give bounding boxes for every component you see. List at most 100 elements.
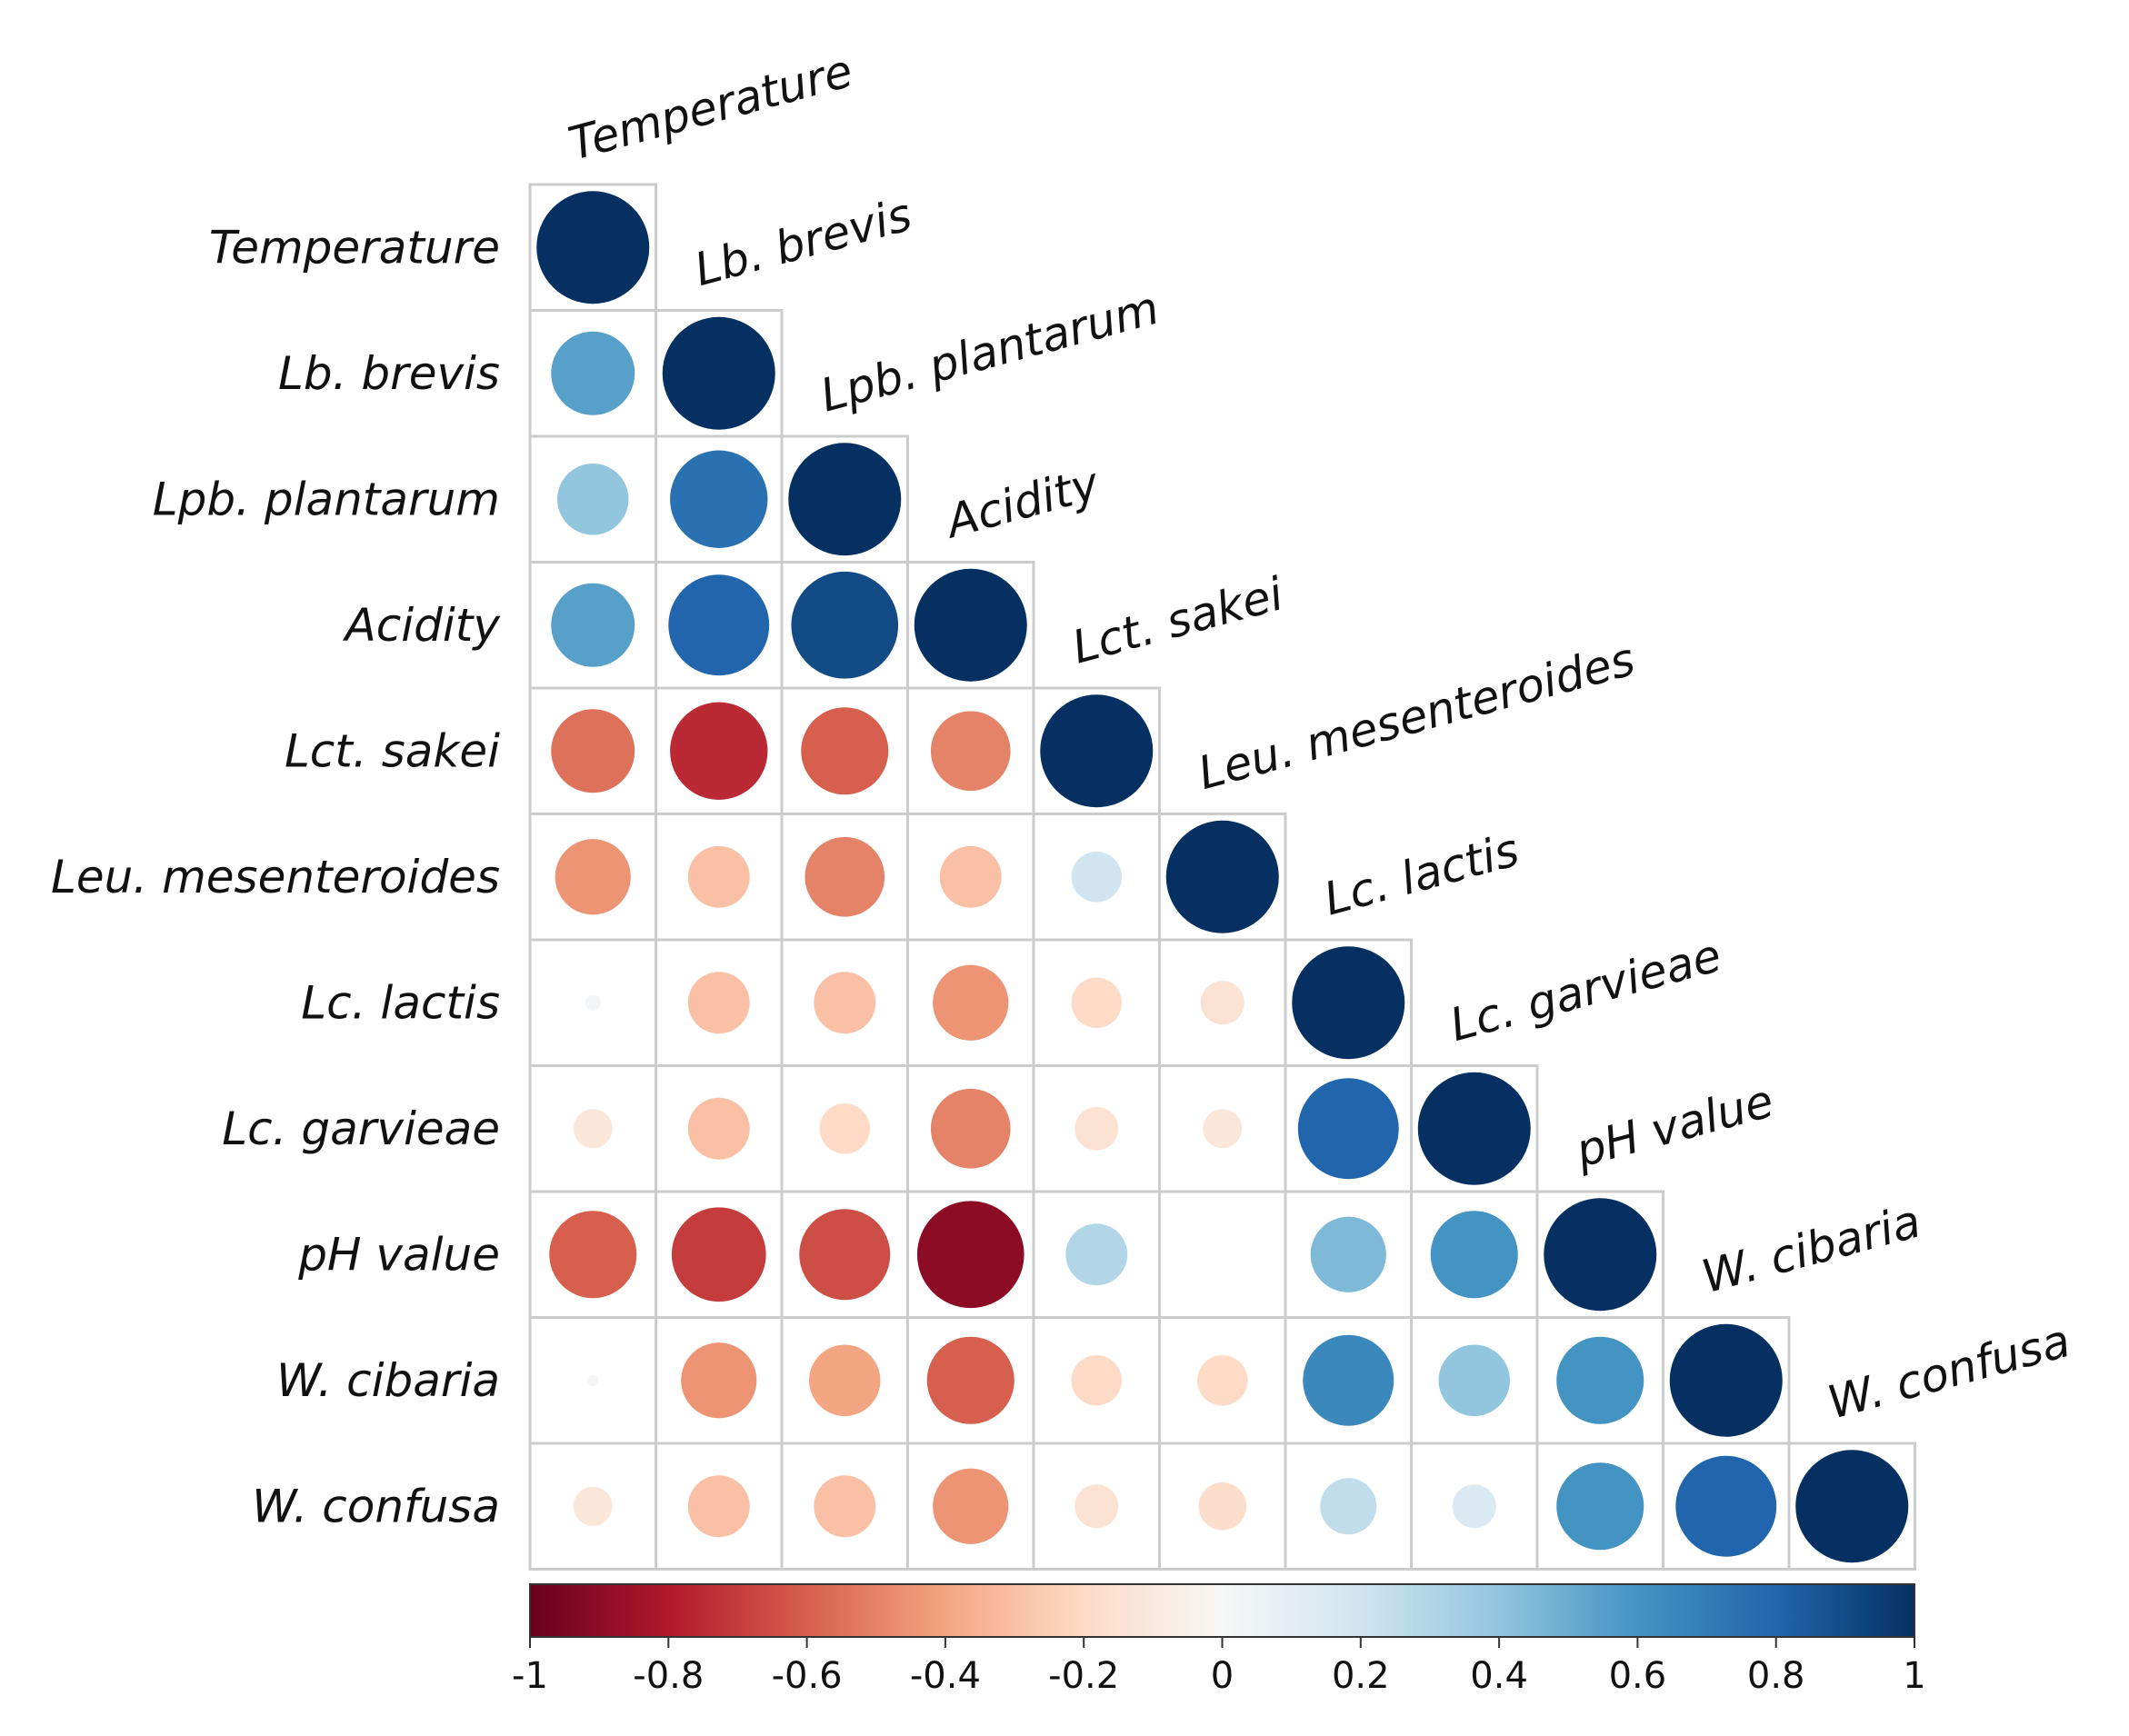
colorbar-tick-label: 0.2 xyxy=(1332,1655,1390,1697)
col-label-lc-lactis: Lc. lactis xyxy=(1319,823,1524,926)
corr-circle-ph-value-lc-lactis xyxy=(1310,1216,1386,1292)
colorbar-tick-label: 0.6 xyxy=(1609,1655,1667,1697)
corr-circle-w-cibaria-lb-brevis xyxy=(681,1342,757,1419)
corr-circle-lc-garvieae-leu-mesenteroides xyxy=(1203,1109,1243,1149)
colorbar-tick-label: -0.6 xyxy=(772,1655,843,1697)
col-label-w-confusa: W. confusa xyxy=(1823,1314,2076,1430)
corr-circle-lpb-plantarum-lpb-plantarum xyxy=(788,443,902,556)
corr-circle-ph-value-ph-value xyxy=(1544,1198,1657,1312)
col-label-w-cibaria: W. cibaria xyxy=(1696,1194,1926,1303)
col-label-ph-value: pH value xyxy=(1570,1074,1779,1178)
corr-circle-lc-lactis-lct-sakei xyxy=(1071,977,1122,1028)
corr-circle-w-confusa-acidity xyxy=(933,1468,1009,1544)
corr-circle-w-cibaria-ph-value xyxy=(1556,1336,1644,1424)
colorbar-tick-label: 0 xyxy=(1211,1655,1234,1697)
corr-circle-lb-brevis-lb-brevis xyxy=(662,316,775,430)
corr-circle-lc-lactis-lb-brevis xyxy=(687,972,750,1034)
corr-circle-w-confusa-w-confusa xyxy=(1795,1450,1909,1563)
row-label-w-confusa: W. confusa xyxy=(252,1480,500,1532)
corr-circle-ph-value-temperature xyxy=(549,1211,637,1299)
corr-circle-w-cibaria-acidity xyxy=(926,1336,1015,1424)
corr-circle-w-cibaria-w-cibaria xyxy=(1669,1323,1783,1437)
corr-circle-lc-garvieae-temperature xyxy=(573,1109,613,1149)
corr-circle-ph-value-lct-sakei xyxy=(1065,1223,1128,1286)
corr-circle-ph-value-acidity xyxy=(916,1201,1025,1309)
corr-circle-w-confusa-leu-mesenteroides xyxy=(1198,1482,1247,1531)
row-label-lc-garvieae: Lc. garvieae xyxy=(222,1102,500,1155)
row-label-w-cibaria: W. cibaria xyxy=(276,1354,500,1407)
row-labels: Temperature Lb. brevis Lpb. plantarum Acidi… xyxy=(51,221,501,1532)
col-label-lb-brevis: Lb. brevis xyxy=(689,188,917,296)
corr-circle-lc-lactis-lc-lactis xyxy=(1292,946,1405,1060)
corr-circle-leu-mesenteroides-lpb-plantarum xyxy=(805,836,885,917)
col-label-acidity: Acidity xyxy=(938,457,1105,549)
col-label-leu-mesenteroides: Leu. mesenteroides xyxy=(1193,633,1640,800)
row-label-ph-value: pH value xyxy=(297,1228,500,1281)
corr-circle-w-confusa-w-cibaria xyxy=(1675,1455,1777,1557)
corr-circle-w-cibaria-leu-mesenteroides xyxy=(1197,1355,1248,1406)
corr-circle-lct-sakei-lct-sakei xyxy=(1040,694,1154,808)
corr-circle-lc-lactis-temperature xyxy=(585,994,602,1012)
corr-circle-w-confusa-lct-sakei xyxy=(1074,1484,1119,1529)
corr-circle-w-cibaria-lc-garvieae xyxy=(1438,1344,1510,1416)
corr-circle-w-confusa-temperature xyxy=(573,1486,613,1526)
corr-circle-leu-mesenteroides-lb-brevis xyxy=(687,845,750,908)
corr-circle-w-cibaria-lc-lactis xyxy=(1303,1334,1394,1426)
corr-circle-w-cibaria-temperature xyxy=(587,1374,599,1386)
col-label-lc-garvieae: Lc. garvieae xyxy=(1444,929,1726,1052)
corr-circle-w-cibaria-lpb-plantarum xyxy=(809,1344,881,1416)
corr-circle-lc-garvieae-lc-lactis xyxy=(1297,1078,1399,1180)
corr-circle-temperature-temperature xyxy=(536,191,650,304)
corr-circle-acidity-lpb-plantarum xyxy=(791,571,899,679)
colorbar-tick-label: 1 xyxy=(1903,1655,1925,1697)
colorbar: -1 -0.8 -0.6 -0.4 -0.2 0 0.2 0.4 0.6 0.8 1 xyxy=(512,1583,1926,1697)
colorbar-tick-label: 0.4 xyxy=(1470,1655,1528,1697)
corr-circle-lc-garvieae-acidity xyxy=(930,1088,1011,1169)
corr-circle-w-confusa-lpb-plantarum xyxy=(814,1475,876,1538)
corr-circle-lc-lactis-leu-mesenteroides xyxy=(1200,981,1244,1025)
corr-circle-leu-mesenteroides-leu-mesenteroides xyxy=(1165,820,1279,933)
corr-circle-lc-garvieae-lb-brevis xyxy=(687,1097,750,1160)
corr-circle-w-confusa-lb-brevis xyxy=(687,1475,750,1538)
corr-circle-ph-value-lb-brevis xyxy=(671,1207,766,1302)
corr-circle-lct-sakei-acidity xyxy=(930,711,1011,792)
corr-circle-acidity-temperature xyxy=(551,583,635,667)
colorbar-tick-label: -0.2 xyxy=(1048,1655,1119,1697)
corr-circle-lc-garvieae-lc-garvieae xyxy=(1417,1072,1531,1185)
corr-circle-w-confusa-lc-lactis xyxy=(1320,1478,1377,1535)
corr-circle-w-confusa-lc-garvieae xyxy=(1452,1484,1496,1529)
corr-circle-leu-mesenteroides-acidity xyxy=(939,845,1002,908)
colorbar-tick-label: -0.8 xyxy=(633,1655,704,1697)
corr-circle-leu-mesenteroides-lct-sakei xyxy=(1071,852,1122,903)
corr-circle-acidity-lb-brevis xyxy=(668,574,770,676)
corr-circle-ph-value-lpb-plantarum xyxy=(799,1209,891,1301)
row-label-lb-brevis: Lb. brevis xyxy=(278,347,500,400)
colorbar-gradient xyxy=(529,1583,1915,1638)
corr-circle-lpb-plantarum-lb-brevis xyxy=(670,450,768,548)
correlation-grid xyxy=(528,183,1916,1571)
corr-circle-w-cibaria-lct-sakei xyxy=(1071,1355,1122,1406)
corr-circle-leu-mesenteroides-temperature xyxy=(555,839,631,915)
colorbar-ticks: -1 -0.8 -0.6 -0.4 -0.2 0 0.2 0.4 0.6 0.8 1 xyxy=(512,1637,1926,1697)
row-label-lpb-plantarum: Lpb. plantarum xyxy=(153,473,500,525)
row-label-acidity: Acidity xyxy=(343,599,502,652)
corr-circle-acidity-acidity xyxy=(914,568,1027,682)
row-label-leu-mesenteroides: Leu. mesenteroides xyxy=(51,851,500,903)
corr-circle-w-confusa-ph-value xyxy=(1556,1462,1644,1551)
corr-circle-ph-value-lc-garvieae xyxy=(1430,1211,1518,1299)
cell-ph-value-leu-mesenteroides xyxy=(1158,1190,1287,1319)
corr-circle-lc-lactis-acidity xyxy=(933,964,1009,1041)
col-label-temperature: Temperature xyxy=(564,45,858,171)
row-label-lct-sakei: Lct. sakei xyxy=(285,724,500,777)
corr-circle-lct-sakei-lpb-plantarum xyxy=(801,707,889,795)
colorbar-tick-label: 0.8 xyxy=(1747,1655,1805,1697)
corr-circle-lb-brevis-temperature xyxy=(551,331,635,415)
corr-circle-lpb-plantarum-temperature xyxy=(557,464,629,535)
colorbar-tick-label: -0.4 xyxy=(910,1655,981,1697)
corr-circle-lct-sakei-lb-brevis xyxy=(670,702,768,800)
row-label-lc-lactis: Lc. lactis xyxy=(301,976,500,1029)
col-label-lpb-plantarum: Lpb. plantarum xyxy=(815,282,1164,423)
row-label-temperature: Temperature xyxy=(209,221,500,274)
